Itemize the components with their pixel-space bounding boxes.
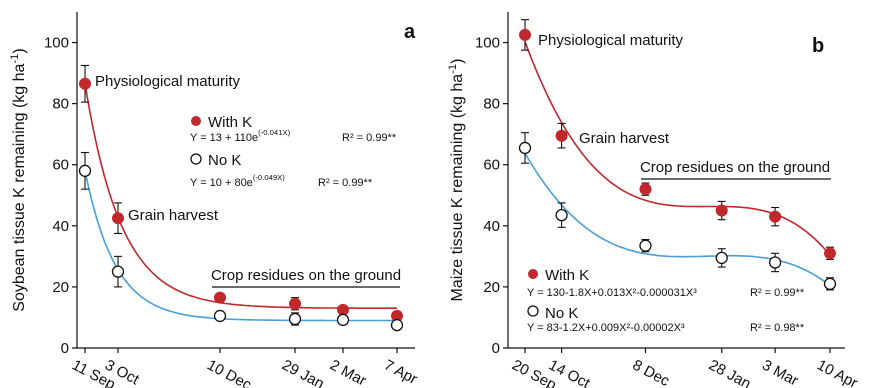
data-point-no-k: [555, 208, 568, 222]
y-tick-label: 0: [61, 340, 69, 357]
data-point-no-k: [768, 256, 782, 269]
y-axis-title: Maize tissue K remaining (kg ha-1): [447, 59, 466, 302]
regression-equation: Y = 10 + 80e(-0.049X): [190, 173, 285, 189]
regression-equation: Y = 13 + 110e(-0.041X): [190, 128, 291, 144]
data-point-no-k: [111, 265, 125, 278]
data-point-with-k: [289, 297, 301, 310]
data-point-with-k: [79, 77, 91, 90]
y-tick-label: 100: [475, 35, 500, 52]
data-point-no-k: [639, 239, 652, 252]
annotation-grain-harvest: Grain harvest: [579, 130, 670, 147]
y-tick-label: 0: [492, 340, 500, 357]
legend-marker-no-k: [527, 305, 539, 317]
y-tick-label: 80: [483, 96, 500, 113]
data-point-no-k: [823, 277, 837, 291]
data-point-with-k: [769, 210, 782, 223]
x-tick-label: 28 Jan: [706, 357, 754, 388]
y-tick-label: 100: [44, 35, 69, 52]
y-tick-label: 20: [52, 279, 69, 296]
x-tick-label: 3 Mar: [759, 357, 801, 388]
data-point-with-k: [639, 183, 652, 196]
data-point-with-k: [214, 291, 226, 304]
data-point-no-k: [518, 141, 532, 155]
data-point-with-k: [824, 247, 836, 260]
data-point-with-k: [555, 129, 568, 142]
y-tick-label: 20: [483, 279, 500, 296]
annotation-crop-residues: Crop residues on the ground: [640, 159, 830, 176]
annotation-grain-harvest: Grain harvest: [128, 207, 219, 224]
y-tick-label: 40: [52, 218, 69, 235]
legend-marker-with-k: [191, 116, 201, 126]
x-tick-label: 29 Jan: [279, 357, 327, 388]
regression-equation: Y = 130-1.8X+0.013X²-0.000031X³: [527, 287, 697, 299]
legend-marker-no-k: [190, 153, 202, 165]
data-point-no-k: [78, 164, 92, 177]
x-tick-label: 7 Apr: [381, 357, 420, 388]
data-point-with-k: [337, 303, 349, 316]
annotation-crop-residues: Crop residues on the ground: [211, 267, 401, 284]
y-tick-label: 60: [52, 157, 69, 174]
r-squared: R² = 0.99**: [318, 177, 373, 189]
r-squared: R² = 0.98**: [750, 322, 805, 334]
y-tick-label: 80: [52, 96, 69, 113]
x-tick-label: 8 Dec: [630, 357, 673, 388]
data-point-with-k: [112, 212, 124, 225]
legend-label: No K: [208, 152, 241, 169]
y-tick-label: 60: [483, 157, 500, 174]
data-point-no-k: [213, 309, 227, 323]
annotation-physiological-maturity: Physiological maturity: [538, 32, 684, 49]
y-tick-label: 40: [483, 218, 500, 235]
r-squared: R² = 0.99**: [342, 132, 397, 144]
x-tick-label: 2 Mar: [327, 357, 369, 388]
x-tick-label: 10 Apr: [814, 357, 860, 388]
legend-label: No K: [545, 305, 578, 322]
legend-marker-with-k: [528, 269, 538, 279]
data-point-no-k: [390, 318, 404, 332]
panel-letter: b: [812, 35, 824, 57]
y-axis-title: Soybean tissue K remaining (kg ha-1): [9, 48, 28, 311]
regression-equation: Y = 83-1.2X+0.009X²-0.00002X³: [527, 322, 685, 334]
data-point-no-k: [336, 313, 350, 327]
panel-letter: a: [404, 21, 416, 43]
legend-label: With K: [545, 267, 589, 284]
data-point-with-k: [519, 28, 531, 41]
legend-label: With K: [208, 114, 252, 131]
annotation-physiological-maturity: Physiological maturity: [95, 73, 241, 90]
data-point-no-k: [715, 251, 728, 265]
x-tick-label: 10 Dec: [204, 357, 254, 388]
fit-curve-with-k: [524, 41, 831, 256]
data-point-no-k: [288, 312, 302, 326]
data-point-with-k: [715, 204, 728, 217]
r-squared: R² = 0.99**: [750, 287, 805, 299]
